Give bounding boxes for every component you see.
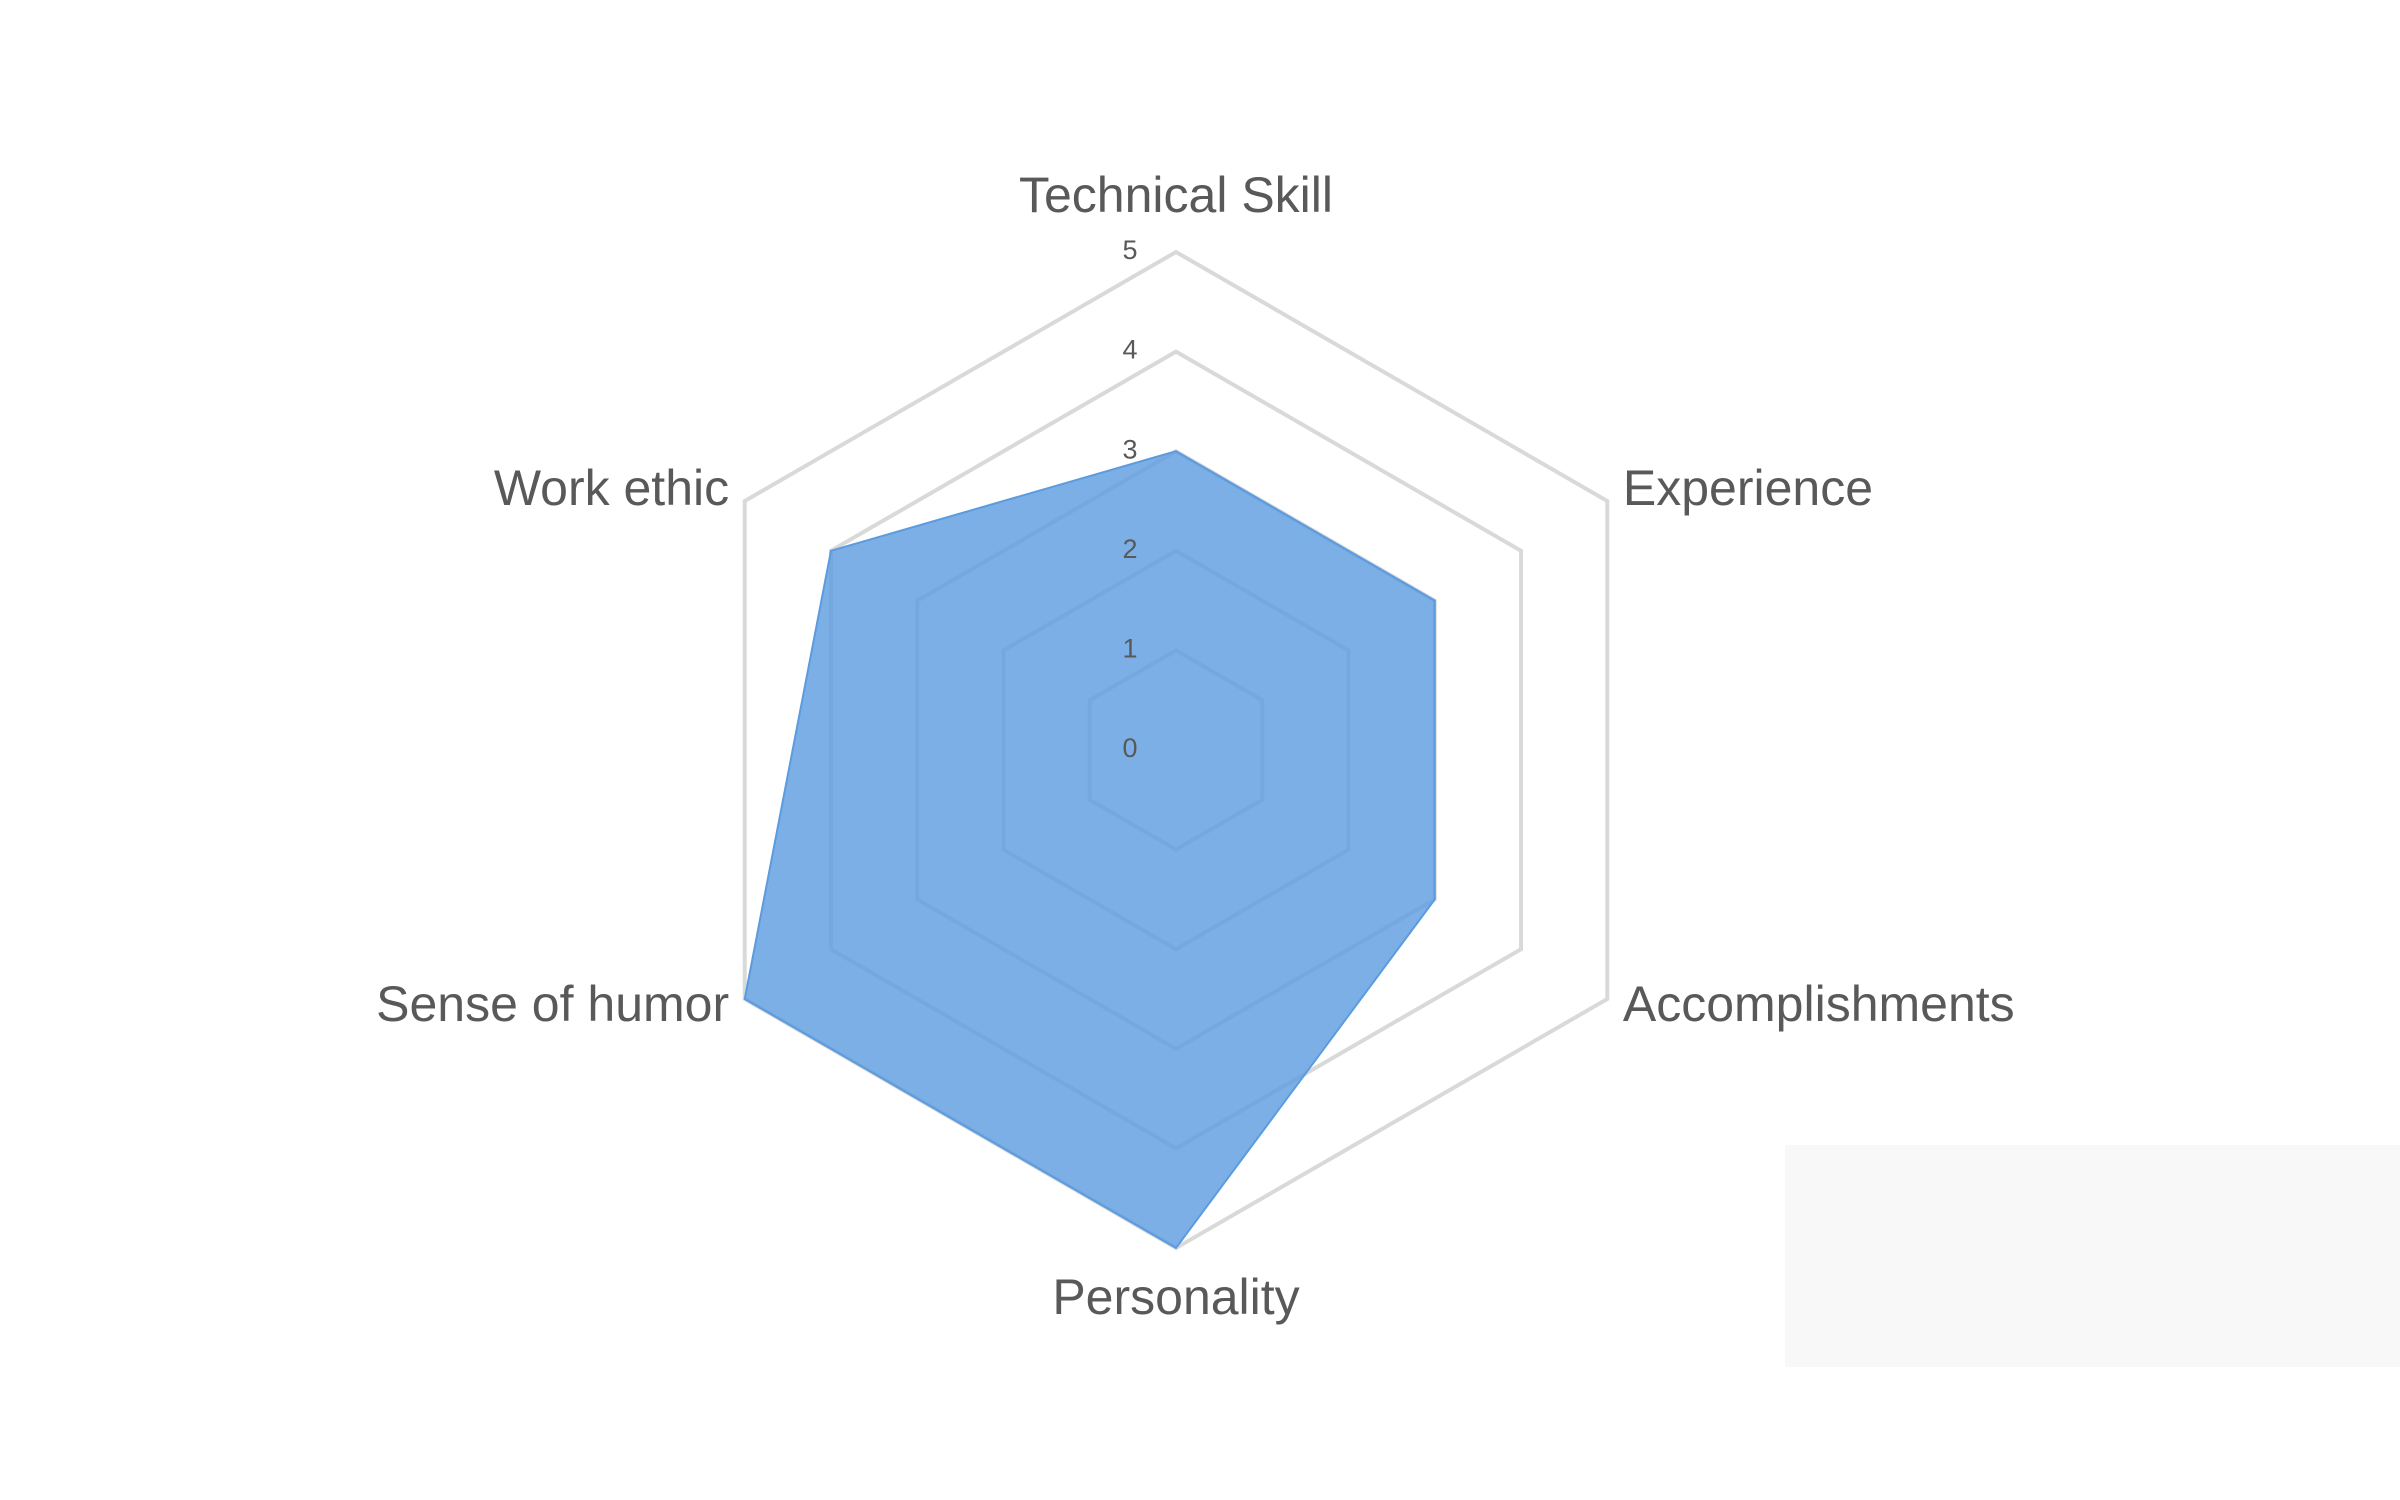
category-label: Work ethic [494, 460, 729, 516]
category-label: Personality [1052, 1269, 1299, 1325]
r-tick-label: 4 [1122, 335, 1137, 365]
labels: 0 1 2 3 4 5 Technical Skill Experience Accomplis… [376, 167, 2015, 1325]
r-tick-label: 2 [1122, 534, 1137, 564]
r-tick-label: 3 [1122, 434, 1137, 464]
r-tick-label: 1 [1122, 634, 1137, 664]
plot-area [743, 450, 1436, 1250]
r-tick-label: 0 [1122, 733, 1137, 763]
radar-area [743, 450, 1436, 1250]
category-label: Sense of humor [376, 976, 729, 1032]
category-label: Technical Skill [1019, 167, 1333, 223]
category-label: Experience [1623, 460, 1873, 516]
category-label: Accomplishments [1623, 976, 2015, 1032]
r-tick-label: 5 [1122, 235, 1137, 265]
panel-backdrop [1785, 1145, 2400, 1367]
